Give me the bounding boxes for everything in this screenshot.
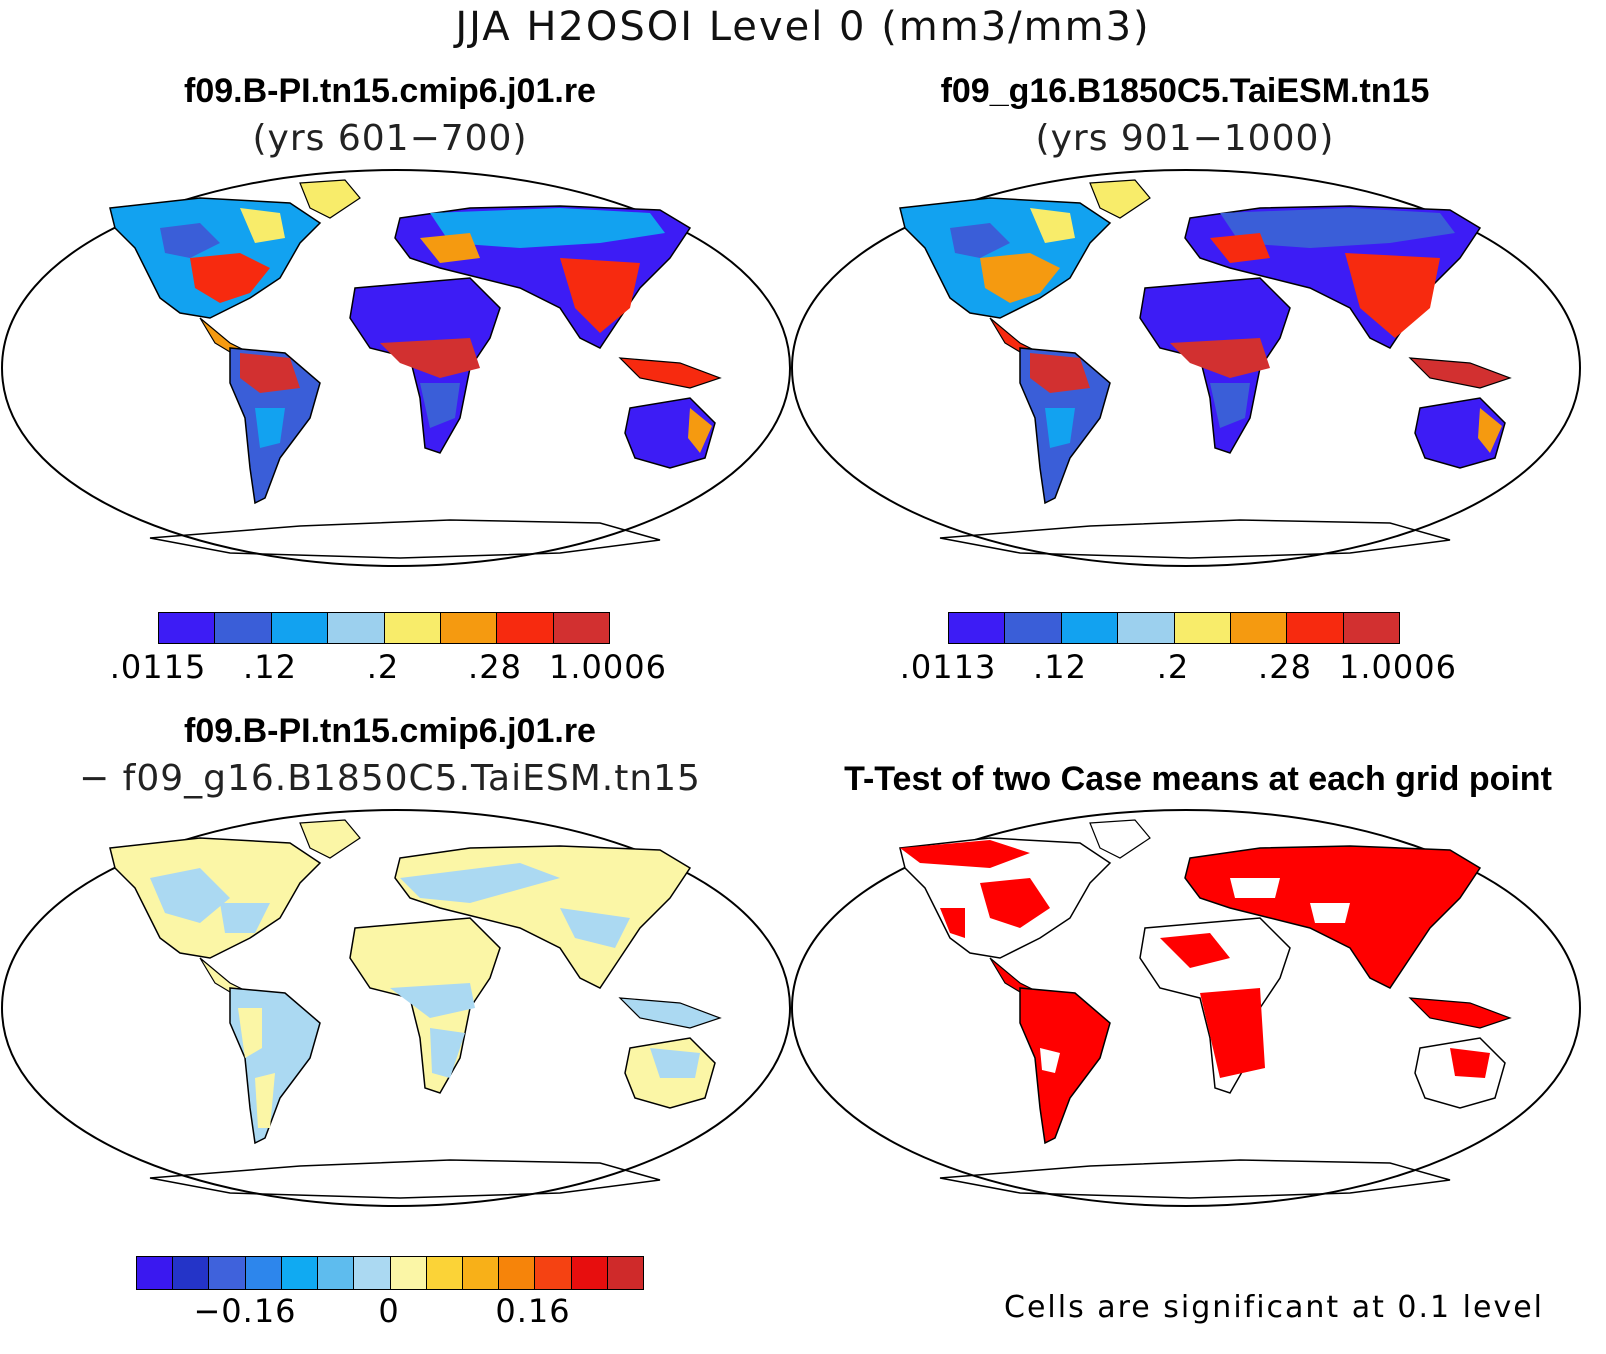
colorbar-case1-label: .12 <box>243 648 297 686</box>
case1-years: (yrs 601−700) <box>252 118 528 159</box>
colorbar-cell <box>318 1257 355 1289</box>
map-diff-content <box>1 809 791 1207</box>
colorbar-case1-label: .2 <box>366 648 400 686</box>
colorbar-cell <box>1230 613 1288 643</box>
colorbar-cell <box>499 1257 536 1289</box>
map-case2 <box>791 169 1581 567</box>
colorbar-case2-label: .12 <box>1033 648 1087 686</box>
colorbar-cell <box>328 613 385 643</box>
colorbar-cell <box>173 1257 210 1289</box>
colorbar-cell <box>271 613 329 643</box>
colorbar-case2-label: .0113 <box>899 648 997 686</box>
colorbar-cell <box>462 1257 500 1289</box>
colorbar-cell <box>949 613 1006 643</box>
colorbar-cell <box>354 1257 391 1289</box>
figure-title: JJA H2OSOI Level 0 (mm3/mm3) <box>455 4 1151 50</box>
colorbar-cell <box>1061 613 1119 643</box>
colorbar-cell <box>553 613 609 643</box>
colorbar-cell <box>159 613 216 643</box>
colorbar-diff-label: 0 <box>378 1292 400 1330</box>
colorbar-case1-label: .0115 <box>109 648 207 686</box>
ttest-title: T-Test of two Case means at each grid po… <box>844 760 1552 798</box>
colorbar-cell <box>390 1257 427 1289</box>
colorbar-cell <box>440 613 498 643</box>
colorbar-case2-label: .28 <box>1258 648 1312 686</box>
significance-note: Cells are significant at 0.1 level <box>1004 1290 1545 1325</box>
colorbar-cell <box>245 1257 282 1289</box>
colorbar-case1-label: 1.0006 <box>549 648 667 686</box>
diff-subtitle: − f09_g16.B1850C5.TaiESM.tn15 <box>79 758 701 799</box>
colorbar-cell <box>535 1257 572 1289</box>
colorbar-diff-label: 0.16 <box>495 1292 571 1330</box>
case2-years: (yrs 901−1000) <box>1035 118 1335 159</box>
colorbar-cell <box>281 1257 319 1289</box>
map-case1-content <box>1 169 791 567</box>
colorbar-case2-label: 1.0006 <box>1339 648 1457 686</box>
colorbar-cell <box>209 1257 246 1289</box>
colorbar-diff <box>136 1256 644 1290</box>
colorbar-case2 <box>948 612 1400 644</box>
colorbar-cell <box>384 613 441 643</box>
colorbar-cell <box>1343 613 1399 643</box>
colorbar-cell <box>1287 613 1344 643</box>
colorbar-case1 <box>158 612 610 644</box>
colorbar-cell <box>426 1257 463 1289</box>
colorbar-cell <box>497 613 554 643</box>
colorbar-cell <box>1118 613 1175 643</box>
map-ttest-content <box>791 809 1581 1207</box>
colorbar-cell <box>607 1257 644 1289</box>
colorbar-cell <box>1174 613 1231 643</box>
map-diff <box>1 809 791 1207</box>
map-case2-content <box>791 169 1581 567</box>
map-ttest <box>791 809 1581 1207</box>
case2-title: f09_g16.B1850C5.TaiESM.tn15 <box>940 72 1430 110</box>
colorbar-cell <box>215 613 272 643</box>
colorbar-cell <box>1005 613 1062 643</box>
colorbar-cell <box>137 1257 174 1289</box>
diff-title: f09.B-PI.tn15.cmip6.j01.re <box>184 712 596 750</box>
colorbar-case1-label: .28 <box>468 648 522 686</box>
map-case1 <box>1 169 791 567</box>
case1-title: f09.B-PI.tn15.cmip6.j01.re <box>184 72 596 110</box>
colorbar-case2-label: .2 <box>1156 648 1190 686</box>
colorbar-diff-label: −0.16 <box>193 1292 297 1330</box>
colorbar-cell <box>571 1257 608 1289</box>
